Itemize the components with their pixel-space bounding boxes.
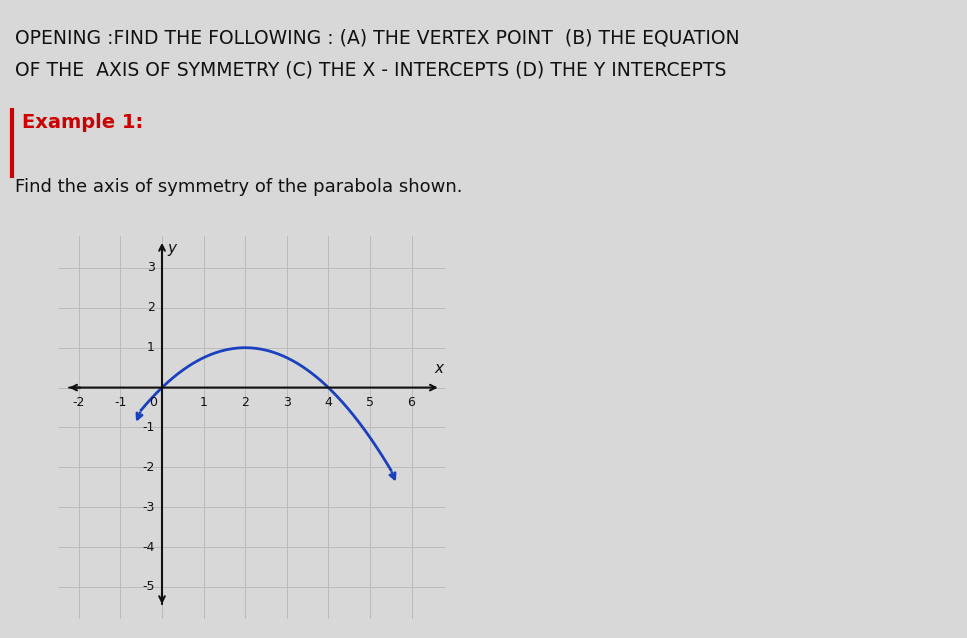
Text: -1: -1 <box>114 396 127 410</box>
Text: -1: -1 <box>142 421 155 434</box>
Text: 2: 2 <box>147 301 155 315</box>
Text: -2: -2 <box>73 396 85 410</box>
Text: 0: 0 <box>149 396 157 410</box>
Text: y: y <box>167 241 176 256</box>
Text: 5: 5 <box>366 396 374 410</box>
Text: 2: 2 <box>241 396 249 410</box>
Text: 1: 1 <box>199 396 208 410</box>
Text: 6: 6 <box>408 396 416 410</box>
Text: 4: 4 <box>324 396 333 410</box>
Text: -3: -3 <box>142 501 155 514</box>
Text: -5: -5 <box>142 581 155 593</box>
Text: Find the axis of symmetry of the parabola shown.: Find the axis of symmetry of the parabol… <box>15 178 462 196</box>
Text: OF THE  AXIS OF SYMMETRY (C) THE X - INTERCEPTS (D) THE Y INTERCEPTS: OF THE AXIS OF SYMMETRY (C) THE X - INTE… <box>15 60 726 79</box>
Text: 3: 3 <box>282 396 291 410</box>
Text: Example 1:: Example 1: <box>22 113 143 132</box>
Text: -4: -4 <box>142 540 155 554</box>
Text: OPENING :FIND THE FOLLOWING : (A) THE VERTEX POINT  (B) THE EQUATION: OPENING :FIND THE FOLLOWING : (A) THE VE… <box>15 28 740 47</box>
Text: 3: 3 <box>147 262 155 274</box>
Text: 1: 1 <box>147 341 155 354</box>
Text: -2: -2 <box>142 461 155 474</box>
Text: x: x <box>434 361 443 376</box>
